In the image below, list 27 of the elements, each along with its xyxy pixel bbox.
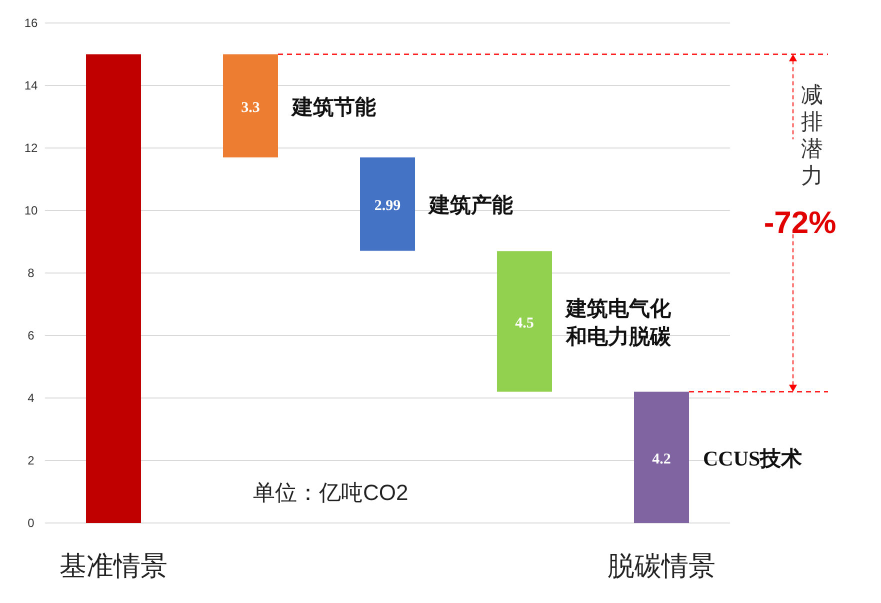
y-tick-label: 12: [24, 141, 38, 155]
bar: [86, 54, 141, 523]
y-tick-label: 8: [28, 266, 35, 280]
bar: [223, 54, 278, 158]
data-label: 4.2: [652, 451, 671, 468]
annotation: CCUS技术: [703, 446, 802, 470]
y-tick-label: 0: [28, 516, 35, 530]
y-tick-label: 2: [28, 454, 35, 468]
annotation: 建筑产能: [427, 193, 513, 218]
y-tick-label: 10: [24, 204, 38, 218]
y-tick-label: 6: [28, 328, 35, 342]
data-label: 2.99: [374, 198, 401, 214]
text: -72%: [764, 205, 836, 240]
x-tick-label: 脱碳情景: [608, 551, 716, 581]
y-tick-label: 4: [28, 391, 35, 405]
text: 减排潜力: [801, 82, 823, 188]
data-label: 3.3: [241, 100, 260, 116]
annotation: 建筑电气化和电力脱碳: [564, 296, 672, 348]
y-tick-label: 16: [24, 16, 38, 30]
y-tick-label: 14: [24, 78, 38, 92]
bar: [497, 251, 552, 392]
data-label: 4.5: [515, 315, 534, 332]
bar: [634, 392, 689, 523]
x-tick-label: 基准情景: [60, 551, 168, 581]
bar: [360, 157, 415, 251]
annotation: 单位：亿吨CO2: [253, 480, 408, 505]
annotation: 建筑节能: [290, 94, 376, 119]
